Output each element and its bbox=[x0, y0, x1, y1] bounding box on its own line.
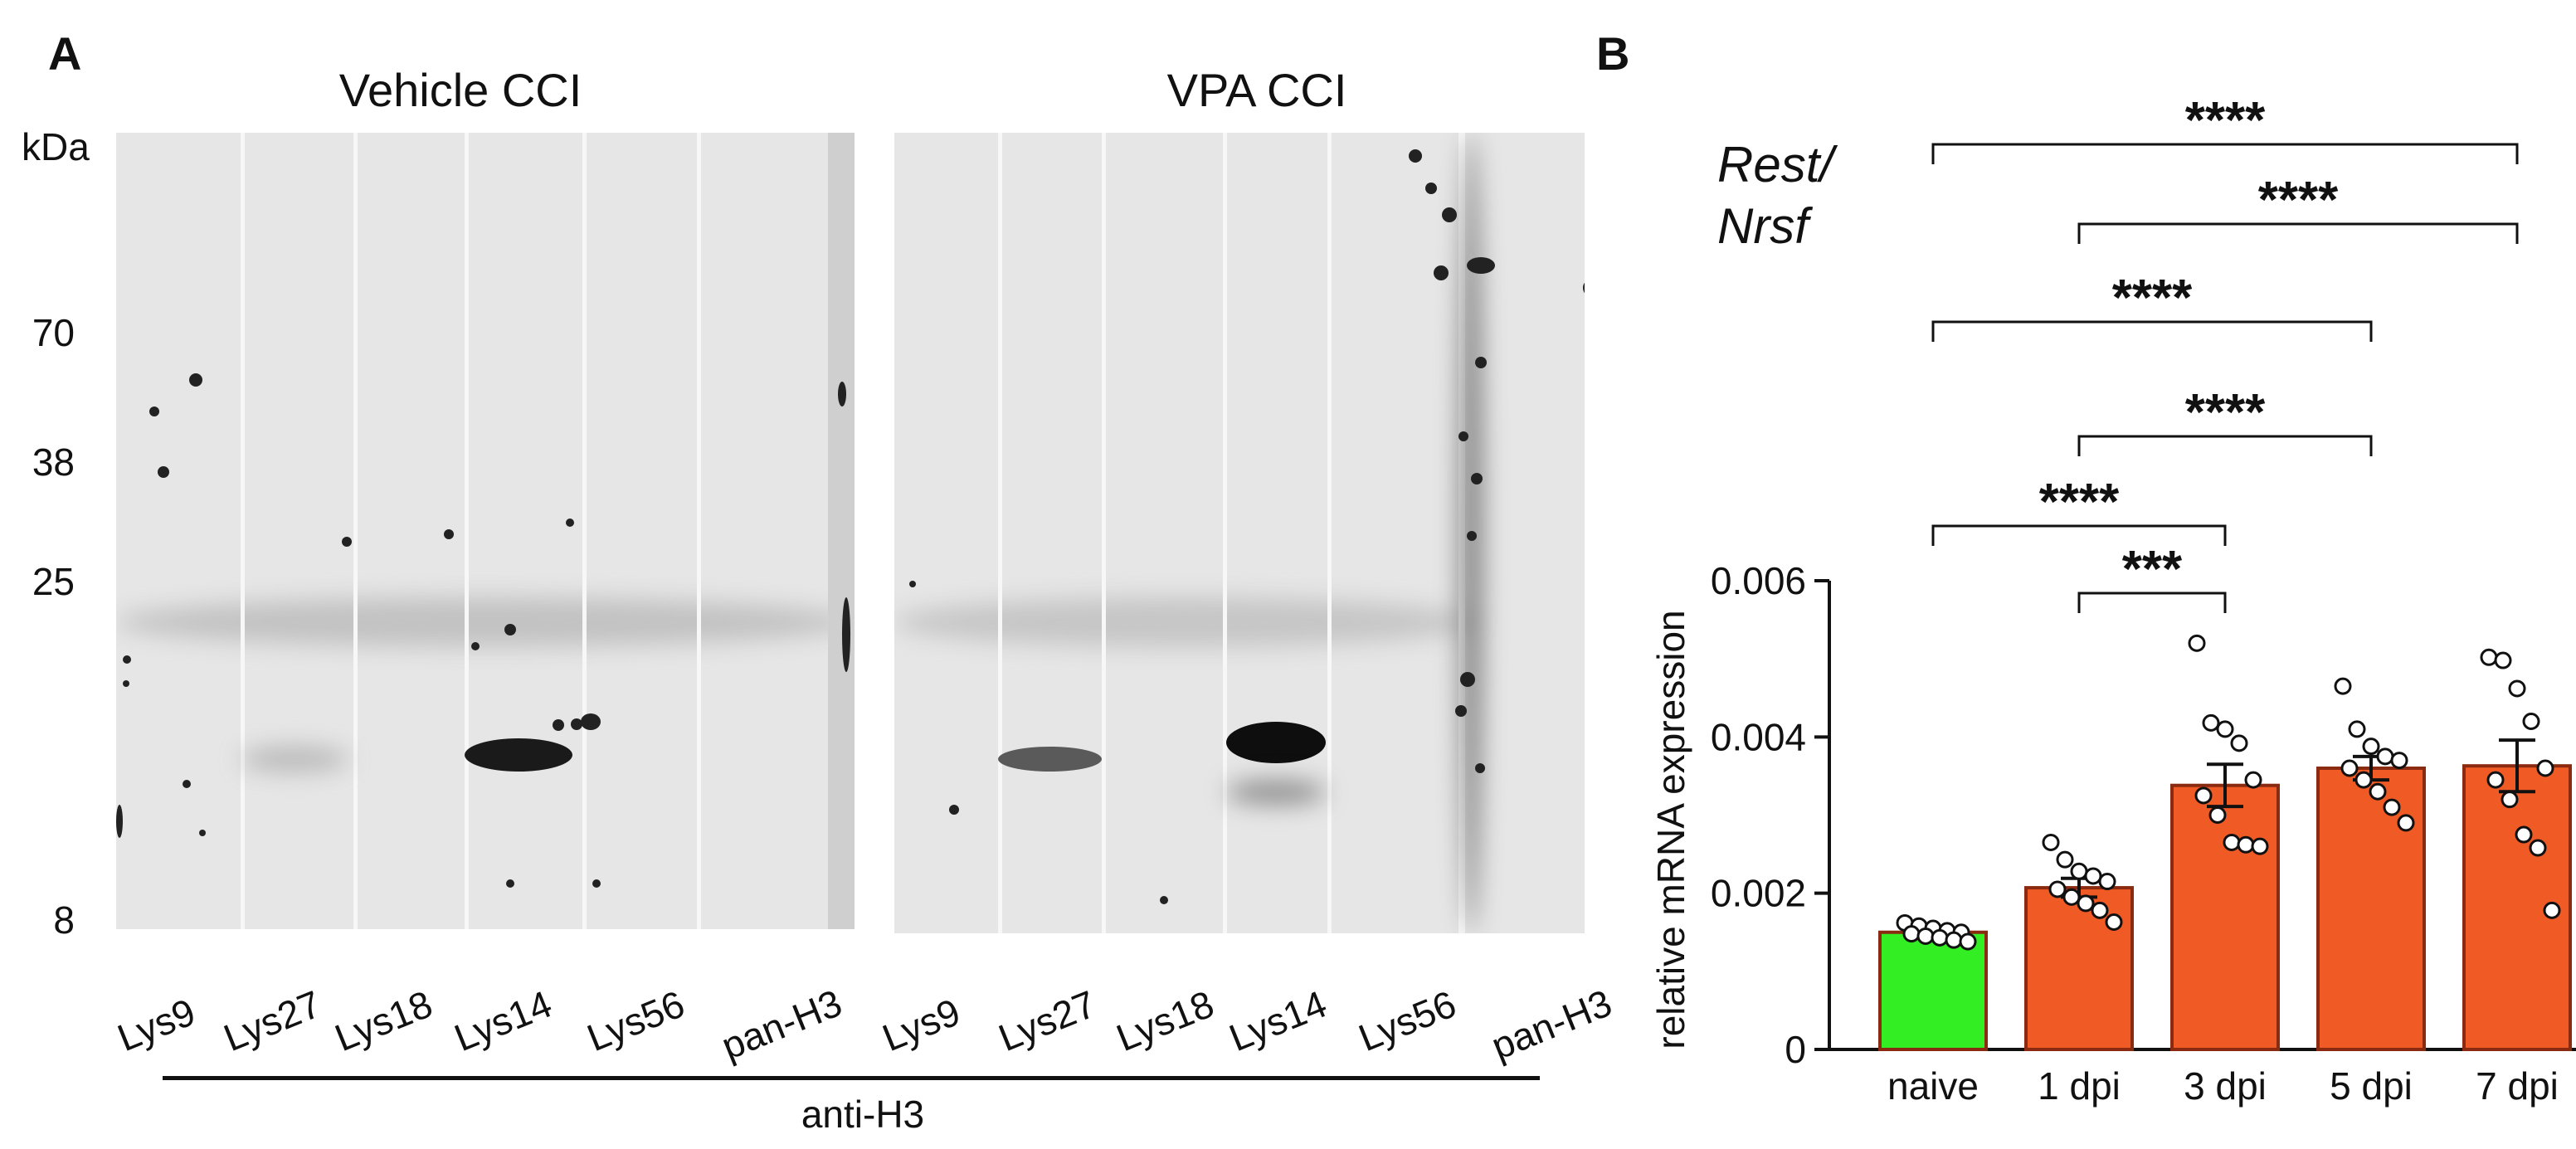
data-point bbox=[2237, 835, 2255, 854]
mw-marker-38: 38 bbox=[32, 441, 75, 484]
bar-5-dpi bbox=[2316, 767, 2426, 1051]
data-point bbox=[2202, 713, 2220, 732]
blot-image-vehicle bbox=[116, 133, 855, 929]
data-point bbox=[1931, 928, 1949, 947]
data-point bbox=[2515, 825, 2533, 844]
data-point bbox=[2480, 648, 2498, 666]
data-point bbox=[2042, 833, 2060, 851]
data-point bbox=[2244, 771, 2262, 789]
significance-label: **** bbox=[2039, 474, 2120, 531]
bar-3-dpi bbox=[2170, 783, 2280, 1051]
data-point bbox=[2098, 873, 2116, 891]
antibody-underline bbox=[163, 1076, 1540, 1080]
data-point bbox=[2230, 734, 2248, 752]
data-point bbox=[2216, 720, 2234, 738]
data-point bbox=[2354, 771, 2373, 789]
x-tick-label: 1 dpi bbox=[2038, 1064, 2121, 1108]
data-point bbox=[2340, 759, 2359, 777]
data-point bbox=[2397, 814, 2415, 832]
data-point bbox=[2062, 888, 2081, 906]
bar-naive bbox=[1878, 930, 1988, 1051]
data-point bbox=[2056, 850, 2074, 869]
y-axis-title: relative mRNA expression bbox=[1649, 610, 1692, 1049]
data-point bbox=[2188, 634, 2206, 652]
blot-title-vpa: VPA CCI bbox=[1166, 64, 1347, 116]
data-point bbox=[2084, 867, 2102, 885]
data-point bbox=[1945, 931, 1963, 949]
data-point bbox=[2362, 738, 2380, 756]
gene-label-line1: Rest/ bbox=[1717, 137, 1834, 192]
data-point bbox=[2369, 782, 2387, 801]
data-point bbox=[2390, 752, 2408, 770]
data-point bbox=[2383, 798, 2401, 816]
data-point bbox=[2048, 880, 2067, 898]
x-tick-label: 5 dpi bbox=[2330, 1064, 2413, 1108]
data-point bbox=[2334, 677, 2352, 695]
data-point bbox=[2376, 747, 2394, 766]
data-point bbox=[2223, 833, 2241, 851]
data-point bbox=[1916, 927, 1935, 945]
y-tick-label: 0.004 bbox=[1711, 715, 1806, 758]
data-point bbox=[2208, 806, 2227, 824]
x-tick-label: 3 dpi bbox=[2184, 1064, 2267, 1108]
antibody-label: anti-H3 bbox=[801, 1093, 925, 1136]
blot-image-vpa bbox=[894, 133, 1585, 933]
significance-bracket bbox=[1931, 524, 2227, 546]
bar-1-dpi bbox=[2024, 886, 2134, 1051]
data-point bbox=[2494, 651, 2512, 669]
significance-label: **** bbox=[2258, 172, 2339, 229]
significance-label: **** bbox=[2185, 92, 2266, 149]
significance-label: *** bbox=[2122, 541, 2183, 598]
data-point bbox=[2501, 791, 2519, 809]
data-point bbox=[2070, 862, 2088, 880]
panel-a-letter: A bbox=[48, 27, 82, 80]
data-point bbox=[2105, 913, 2123, 932]
data-point bbox=[2348, 720, 2366, 738]
panel-b-letter: B bbox=[1596, 27, 1630, 80]
x-tick-label: 7 dpi bbox=[2476, 1064, 2559, 1108]
y-tick-label: 0.002 bbox=[1711, 872, 1806, 915]
significance-label: **** bbox=[2185, 384, 2266, 441]
data-point bbox=[2508, 679, 2526, 698]
y-tick-label: 0 bbox=[1785, 1028, 1806, 1071]
y-tick-label: 0.006 bbox=[1711, 559, 1806, 602]
significance-label: **** bbox=[2112, 270, 2193, 327]
data-point bbox=[2529, 839, 2547, 857]
significance-bracket bbox=[2077, 592, 2227, 613]
data-point bbox=[1959, 932, 1977, 951]
mw-marker-25: 25 bbox=[32, 560, 75, 603]
significance-bracket bbox=[2077, 222, 2519, 244]
mw-marker-70: 70 bbox=[32, 311, 75, 354]
blot-title-vehicle: Vehicle CCI bbox=[338, 64, 582, 116]
data-point bbox=[2522, 713, 2540, 730]
data-point bbox=[2077, 894, 2095, 913]
data-point bbox=[1902, 925, 1921, 943]
data-point bbox=[2251, 837, 2269, 855]
mw-marker-8: 8 bbox=[53, 898, 75, 942]
significance-bracket bbox=[1931, 320, 2373, 342]
x-tick-label: naive bbox=[1887, 1064, 1979, 1108]
data-point bbox=[2536, 759, 2554, 777]
data-point bbox=[2543, 901, 2561, 919]
significance-bracket bbox=[2077, 435, 2373, 456]
data-point bbox=[2486, 771, 2505, 789]
data-point bbox=[2194, 786, 2213, 805]
gene-label-line2: Nrsf bbox=[1717, 198, 1809, 254]
mw-unit-label: kDa bbox=[22, 125, 90, 168]
data-point bbox=[2091, 901, 2109, 919]
significance-bracket bbox=[1931, 143, 2519, 164]
